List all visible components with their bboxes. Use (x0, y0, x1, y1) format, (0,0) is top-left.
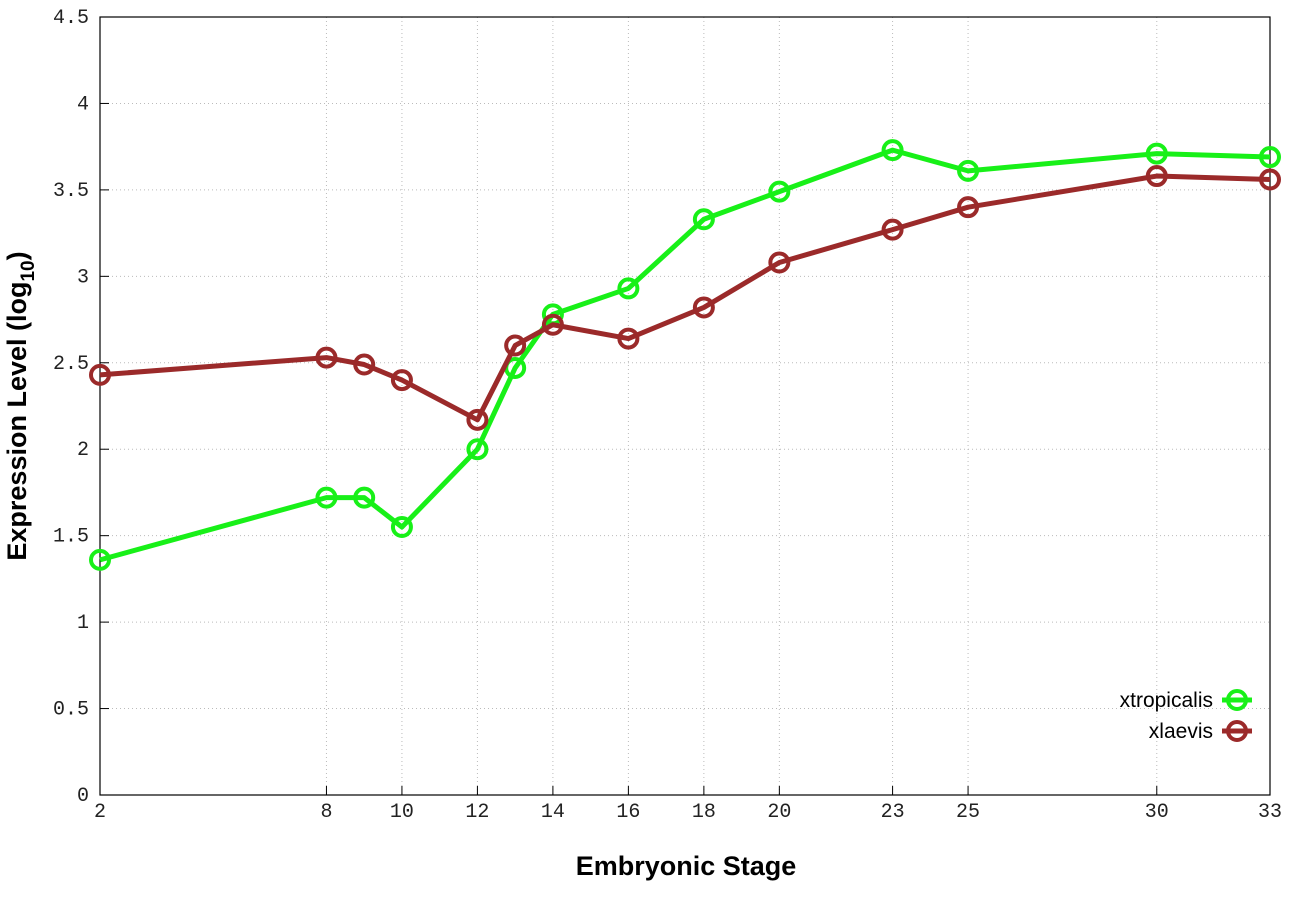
point (315, 486, 338, 509)
y-axis-title: Expression Level (log10) (2, 251, 39, 560)
series-line (99, 147, 1271, 563)
series-line (99, 173, 1271, 423)
point (957, 196, 980, 219)
point (390, 516, 413, 539)
y-axis-title-suffix: ) (2, 251, 32, 260)
y-tick-label: 0 (77, 785, 89, 808)
point (466, 408, 489, 431)
x-tick-label: 12 (465, 801, 489, 824)
y-tick-label: 1 (77, 612, 89, 635)
x-tick-label: 16 (616, 801, 640, 824)
legend-label: xtropicalis (1120, 689, 1213, 712)
point (768, 180, 791, 203)
x-tick-label: 14 (541, 801, 565, 824)
point (692, 296, 715, 319)
point (390, 369, 413, 392)
y-tick-label: 0.5 (53, 699, 89, 722)
point (89, 548, 111, 571)
point (89, 363, 111, 386)
point (617, 277, 640, 300)
point (1259, 146, 1281, 169)
x-tick-label: 10 (390, 801, 414, 824)
legend-marker (1226, 689, 1248, 711)
x-tick-label: 33 (1258, 801, 1282, 824)
point (692, 208, 715, 231)
y-axis-title-text: Expression Level (log (2, 282, 32, 561)
x-tick-label: 8 (320, 801, 332, 824)
y-tick-label: 3.5 (53, 180, 89, 203)
y-tick-label: 1.5 (53, 526, 89, 549)
point (1259, 168, 1281, 191)
x-tick-label: 20 (767, 801, 791, 824)
y-tick-label: 2.5 (53, 353, 89, 376)
point (957, 159, 980, 182)
legend-label: xlaevis (1149, 720, 1213, 743)
x-tick-label: 23 (881, 801, 905, 824)
point (353, 353, 376, 376)
x-tick-label: 2 (94, 801, 106, 824)
point (315, 346, 338, 369)
plot-frame (99, 16, 1271, 796)
x-axis-title: Embryonic Stage (576, 851, 797, 881)
point (1145, 142, 1168, 165)
y-tick-label: 4 (77, 93, 89, 116)
x-tick-label: 18 (692, 801, 716, 824)
point (504, 334, 527, 357)
x-tick-label: 25 (956, 801, 980, 824)
y-tick-label: 4.5 (53, 7, 89, 30)
x-tick-label: 30 (1145, 801, 1169, 824)
point (881, 218, 904, 241)
point (353, 486, 376, 509)
point (541, 313, 564, 336)
point (466, 438, 489, 461)
point (881, 139, 904, 162)
point (768, 251, 791, 274)
y-tick-label: 3 (77, 266, 89, 289)
point (617, 327, 640, 350)
legend-marker (1226, 720, 1248, 742)
point (1145, 165, 1168, 188)
y-tick-label: 2 (77, 439, 89, 462)
y-axis-title-sub: 10 (18, 260, 39, 281)
